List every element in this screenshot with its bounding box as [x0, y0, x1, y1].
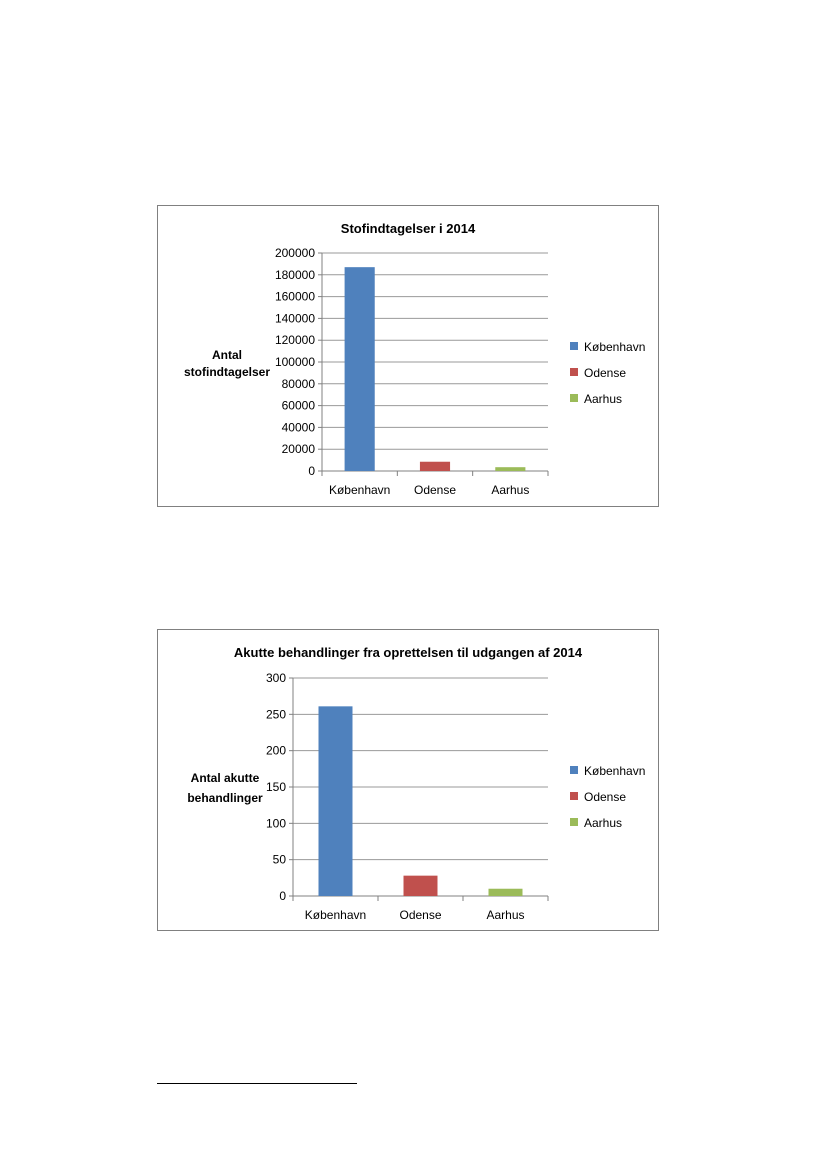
y-tick-label: 160000	[275, 290, 315, 304]
x-tick-label: København	[305, 908, 366, 922]
y-axis-label: Antal	[212, 348, 242, 362]
bar-aarhus	[488, 888, 523, 896]
y-tick-label: 300	[266, 671, 286, 685]
y-tick-label: 60000	[282, 399, 316, 413]
legend-swatch	[570, 792, 578, 800]
legend-swatch	[570, 342, 578, 350]
legend-label: Aarhus	[584, 392, 622, 406]
legend-swatch	[570, 394, 578, 402]
footnote-separator	[157, 1083, 357, 1084]
y-axis-label: Antal akutte	[191, 771, 260, 785]
y-tick-label: 200	[266, 744, 286, 758]
y-tick-label: 100000	[275, 355, 315, 369]
y-tick-label: 140000	[275, 311, 315, 325]
y-tick-label: 150	[266, 780, 286, 794]
chart-title: Akutte behandlinger fra oprettelsen til …	[234, 645, 583, 660]
chart-akutte-behandlinger-svg: Akutte behandlinger fra oprettelsen til …	[187, 645, 645, 922]
bar-kobenhavn	[318, 706, 353, 896]
x-tick-label: København	[329, 483, 390, 497]
bar-kobenhavn	[344, 267, 375, 471]
x-tick-label: Odense	[414, 483, 456, 497]
y-tick-label: 50	[273, 853, 287, 867]
y-tick-label: 180000	[275, 268, 315, 282]
legend-label: Odense	[584, 790, 626, 804]
y-tick-label: 0	[279, 889, 286, 903]
chart-akutte-behandlinger: Akutte behandlinger fra oprettelsen til …	[157, 629, 659, 931]
y-tick-label: 80000	[282, 377, 316, 391]
x-tick-label: Odense	[399, 908, 441, 922]
legend-label: Odense	[584, 366, 626, 380]
legend-label: København	[584, 340, 645, 354]
chart-stofindtagelser-svg: Stofindtagelser i 2014 0 20000 40000 60000 80…	[184, 221, 645, 497]
bar-odense	[419, 461, 451, 471]
y-tick-label: 120000	[275, 333, 315, 347]
y-tick-label: 0	[308, 464, 315, 478]
x-tick-label: Aarhus	[486, 908, 524, 922]
y-tick-label: 200000	[275, 246, 315, 260]
y-tick-label: 20000	[282, 442, 316, 456]
y-tick-label: 100	[266, 816, 286, 830]
chart-title: Stofindtagelser i 2014	[341, 221, 476, 236]
y-axis-label: behandlinger	[187, 791, 263, 805]
legend-label: Aarhus	[584, 816, 622, 830]
y-tick-label: 40000	[282, 420, 316, 434]
x-tick-label: Aarhus	[491, 483, 529, 497]
chart-stofindtagelser: Stofindtagelser i 2014 0 20000 40000 60000 80…	[157, 205, 659, 507]
legend-label: København	[584, 764, 645, 778]
legend-swatch	[570, 766, 578, 774]
y-axis-label: stofindtagelser	[184, 365, 270, 379]
bar-odense	[403, 875, 438, 896]
bar-aarhus	[495, 467, 526, 471]
legend-swatch	[570, 368, 578, 376]
y-tick-label: 250	[266, 707, 286, 721]
legend-swatch	[570, 818, 578, 826]
